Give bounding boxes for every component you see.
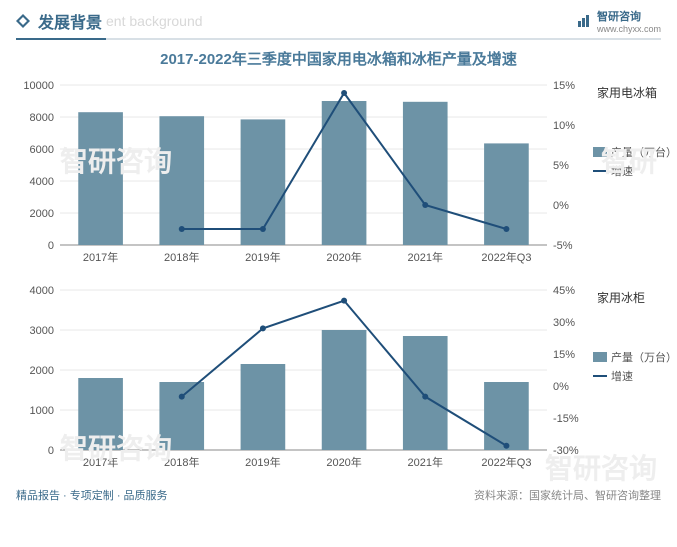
svg-text:-15%: -15% [553,413,579,425]
bar [159,116,204,245]
svg-text:-5%: -5% [553,240,573,252]
svg-text:10000: 10000 [23,80,54,92]
svg-text:2020年: 2020年 [326,250,361,264]
svg-text:4000: 4000 [30,285,54,297]
svg-text:1000: 1000 [30,405,54,417]
svg-text:4000: 4000 [30,176,54,188]
svg-text:8000: 8000 [30,112,54,124]
header-title-cn: 发展背景 [38,9,102,33]
svg-text:-30%: -30% [553,445,579,457]
svg-text:6000: 6000 [30,144,54,156]
brand-label: 智研咨询 [597,8,661,24]
subtitle: 家用电冰箱 [597,85,657,100]
bar [241,364,286,450]
svg-text:2019年: 2019年 [245,250,280,264]
footer: 精品报告 · 专项定制 · 品质服务 资料来源：国家统计局、智研咨询整理 [0,485,677,507]
svg-text:0%: 0% [553,381,569,393]
footer-left: 精品报告 · 专项定制 · 品质服务 [16,487,168,503]
footer-right: 资料来源：国家统计局、智研咨询整理 [474,487,661,503]
svg-text:2018年: 2018年 [164,455,199,469]
svg-text:10%: 10% [553,120,575,132]
bar [403,336,448,450]
chart-freezer: 0 1000 2000 3000 4000 -30% -15% 0% 15% 30% 45% 2017… [0,280,677,480]
svg-text:0: 0 [48,240,54,252]
diamond-icon [16,14,30,28]
svg-text:5%: 5% [553,160,569,172]
bar [322,330,367,450]
legend-line: 增速 [611,369,633,383]
svg-text:2000: 2000 [30,208,54,220]
svg-text:30%: 30% [553,317,575,329]
svg-text:45%: 45% [553,285,575,297]
legend-line: 增速 [611,164,633,178]
brand-icon [577,14,591,28]
brand-url: www.chyxx.com [597,24,661,34]
svg-text:2021年: 2021年 [408,455,443,469]
header-underline [16,38,661,40]
bar [403,102,448,245]
svg-text:2020年: 2020年 [326,455,361,469]
svg-text:2022年Q3: 2022年Q3 [481,455,531,469]
bar [78,378,123,450]
svg-text:2018年: 2018年 [164,250,199,264]
svg-text:2022年Q3: 2022年Q3 [481,250,531,264]
bar [78,112,123,245]
svg-text:3000: 3000 [30,325,54,337]
bar [322,101,367,245]
svg-text:0%: 0% [553,200,569,212]
chart-refrigerator: 0 2000 4000 6000 8000 10000 -5% 0% 5% 10% 15% 2017年… [0,75,677,275]
svg-text:2019年: 2019年 [245,455,280,469]
subtitle: 家用冰柜 [597,290,645,305]
svg-text:2021年: 2021年 [408,250,443,264]
legend-bar: 产量（万台） [611,145,677,159]
brand-block: 智研咨询 www.chyxx.com [577,8,661,34]
header-title-en: ent background [106,13,203,29]
svg-text:2017年: 2017年 [83,250,118,264]
svg-text:15%: 15% [553,349,575,361]
chart-title: 2017-2022年三季度中国家用电冰箱和冰柜产量及增速 [0,48,677,69]
svg-text:2017年: 2017年 [83,455,118,469]
header: 发展背景 ent background 智研咨询 www.chyxx.com [0,0,677,38]
legend-bar: 产量（万台） [611,350,677,364]
svg-text:2000: 2000 [30,365,54,377]
bar [159,382,204,450]
svg-text:15%: 15% [553,80,575,92]
svg-text:0: 0 [48,445,54,457]
bar [484,382,529,450]
